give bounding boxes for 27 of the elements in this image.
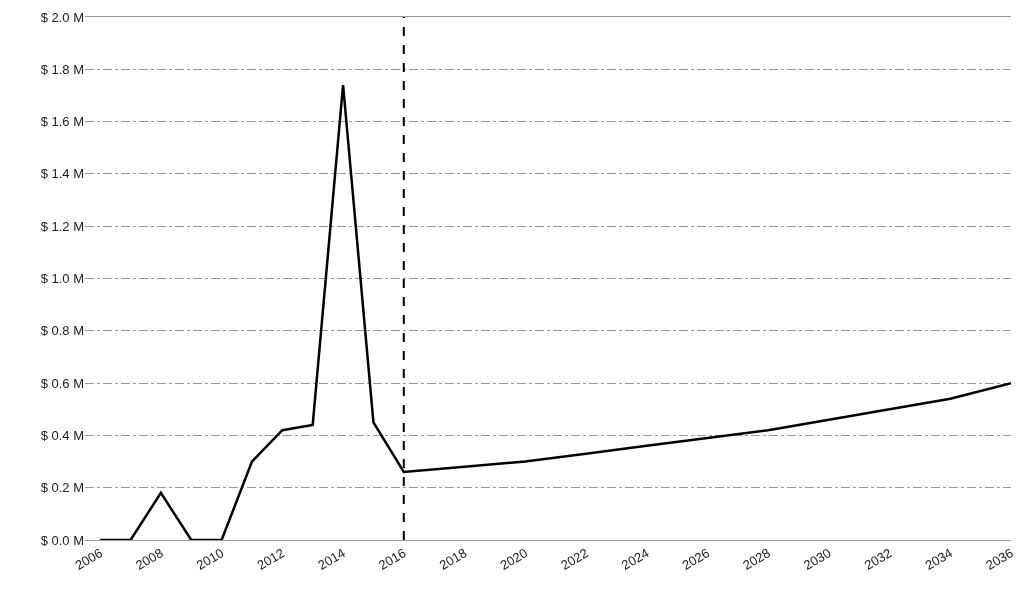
y-tick-label: $ 0.2 M: [40, 480, 84, 496]
x-tick-label: 2010: [193, 545, 227, 573]
x-tick-label: 2026: [679, 545, 713, 573]
x-tick-label: 2012: [254, 545, 288, 573]
x-tick-label: 2014: [315, 545, 348, 573]
x-tick-label: 2020: [497, 545, 530, 573]
x-tick-label: 2016: [375, 545, 409, 573]
y-tick-label: $ 1.4 M: [40, 166, 84, 182]
y-tick-label: $ 1.0 M: [40, 271, 84, 287]
x-tick-label: 2006: [72, 545, 105, 573]
x-tick-label: 2028: [740, 545, 773, 573]
y-tick-label: $ 2.0 M: [40, 9, 84, 25]
y-tick-label: $ 1.6 M: [40, 114, 84, 130]
x-tick-label: 2032: [861, 545, 895, 573]
y-tick-label: $ 1.2 M: [40, 218, 84, 234]
x-tick-label: 2018: [436, 545, 470, 573]
y-tick-label: $ 0.8 M: [40, 323, 84, 339]
x-tick-label: 2036: [983, 545, 1016, 573]
x-tick-label: 2024: [618, 545, 652, 573]
x-tick-label: 2022: [558, 545, 591, 573]
y-tick-label: $ 0.0 M: [40, 532, 84, 548]
y-tick-label: $ 1.8 M: [40, 61, 84, 77]
x-tick-label: 2030: [801, 545, 834, 573]
y-tick-label: $ 0.4 M: [40, 427, 84, 443]
y-tick-label: $ 0.6 M: [40, 375, 84, 391]
x-tick-label: 2008: [133, 545, 166, 573]
x-tick-label: 2034: [922, 545, 956, 573]
